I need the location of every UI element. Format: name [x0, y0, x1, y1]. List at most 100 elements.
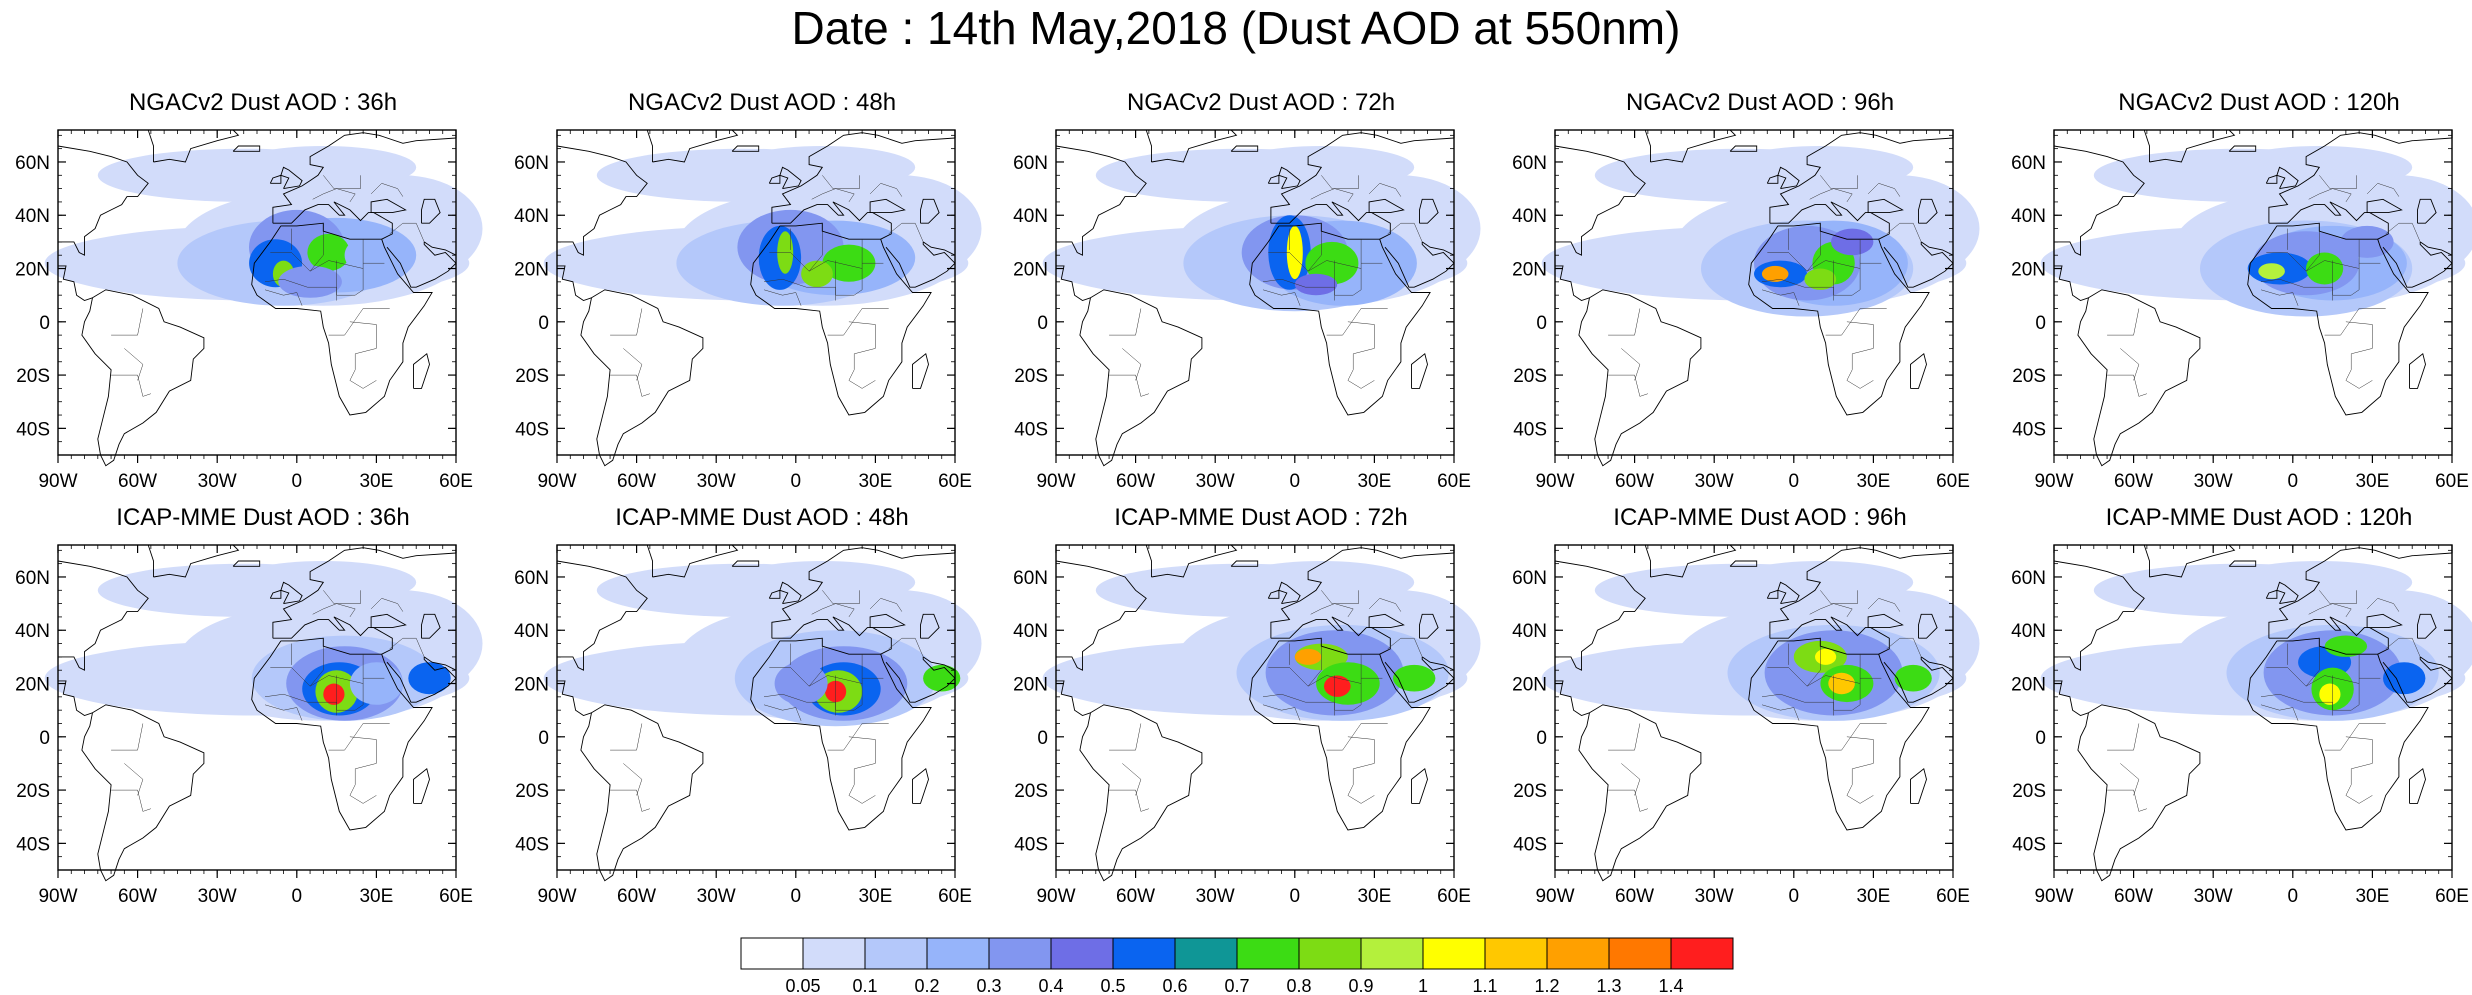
country-border: [808, 231, 823, 272]
coastline: [1883, 656, 1954, 703]
lat-label: 0: [1536, 313, 1547, 334]
aod-contour: [1761, 265, 1789, 282]
country-border: [2260, 289, 2299, 306]
aod-contour: [1305, 241, 1359, 285]
coastline: [423, 241, 457, 256]
lat-label: 40S: [1014, 834, 1048, 855]
country-border: [264, 252, 364, 296]
country-border: [1761, 252, 1861, 296]
lon-label: 30W: [697, 886, 736, 907]
coastline: [2143, 129, 2236, 163]
panel-title: NGACv2 Dust AOD : 96h: [1625, 89, 1895, 116]
map-panel-ngac-48h: NGACv2 Dust AOD : 48h 60N 40N 20N 0 20S 40S 90W…: [499, 88, 989, 492]
country-border: [2260, 667, 2360, 711]
lat-label: 0: [2035, 728, 2046, 749]
panel-title: ICAP-MME Dust AOD : 96h: [1613, 504, 1907, 531]
panel-title: NGACv2 Dust AOD : 120h: [2118, 89, 2400, 116]
country-border: [323, 590, 361, 604]
country-border: [1109, 723, 1142, 751]
lat-label: 20N: [514, 260, 549, 281]
lat-label: 40S: [515, 834, 549, 855]
country-border: [264, 667, 364, 711]
country-border: [1761, 704, 1800, 721]
country-border: [1608, 789, 1648, 812]
dust-field: [1042, 561, 1481, 721]
lat-label: 20S: [2012, 366, 2046, 387]
colorbar-label: 1.1: [1472, 976, 1497, 995]
dust-field: [44, 561, 483, 721]
coastline: [1867, 198, 1904, 214]
lat-label: 60N: [1512, 153, 1547, 174]
coastline: [272, 547, 457, 639]
map-plot: 60N 40N 20N 0 20S 40S 90W 60W 30W 0 30E 60E: [15, 129, 483, 492]
coastline: [1056, 265, 1091, 301]
coastline: [2419, 656, 2453, 671]
colorbar-label: 1.2: [1534, 976, 1559, 995]
coastline: [1278, 581, 1301, 605]
coastline: [2276, 581, 2299, 605]
coastline: [272, 201, 393, 240]
lon-label: 0: [2288, 471, 2299, 492]
country-border: [264, 704, 303, 721]
country-border: [2324, 308, 2386, 336]
coastline: [580, 704, 704, 882]
coastline: [269, 174, 282, 184]
aod-contour: [1815, 648, 1837, 665]
lon-label: 30E: [858, 471, 892, 492]
country-border: [349, 321, 377, 389]
coastline: [1883, 241, 1954, 288]
coastline: [1644, 129, 1737, 163]
lat-label: 40S: [515, 419, 549, 440]
aod-contour: [1294, 273, 1338, 296]
lon-label: 0: [1290, 886, 1301, 907]
coastline: [1267, 174, 1280, 184]
coastline: [2054, 680, 2089, 716]
coastline: [1920, 241, 1954, 256]
country-border: [1109, 374, 1149, 397]
lat-label: 60N: [15, 153, 50, 174]
lat-label: 40N: [1512, 621, 1547, 642]
country-border: [827, 308, 889, 336]
coastline: [269, 589, 282, 599]
coastline: [912, 353, 929, 389]
map-panel-icap-48h: ICAP-MME Dust AOD : 48h 60N 40N 20N 0 20S 40S 9…: [499, 503, 989, 907]
coastline: [2077, 704, 2201, 882]
aod-contour: [2324, 635, 2368, 657]
coastline: [1419, 613, 1439, 639]
country-border: [763, 289, 802, 306]
aod-contour: [1393, 664, 1436, 692]
lon-label: 0: [1290, 471, 1301, 492]
lat-label: 20S: [16, 366, 50, 387]
country-border: [763, 704, 802, 721]
country-border: [1368, 183, 1402, 197]
coastline: [1145, 129, 1238, 163]
aod-contour: [1324, 675, 1351, 697]
country-border: [111, 789, 151, 812]
coastlines: [2053, 129, 2453, 467]
map-plot: 60N 40N 20N 0 20S 40S 90W 60W 30W 0 30E 60E: [2011, 129, 2472, 492]
coastline: [885, 656, 956, 703]
country-border: [1368, 598, 1402, 612]
lat-label: 20N: [1512, 260, 1547, 281]
lon-label: 90W: [1535, 471, 1574, 492]
lat-label: 20N: [1512, 675, 1547, 696]
aod-contour: [307, 233, 350, 272]
colorbar-swatch: [1236, 937, 1300, 970]
map-plot: 60N 40N 20N 0 20S 40S 90W 60W 30W 0 30E 60E: [2011, 544, 2472, 907]
colorbar-label: 0.6: [1162, 976, 1187, 995]
coastline: [1748, 222, 1930, 416]
coastline: [1055, 560, 1147, 671]
lat-label: 0: [1037, 313, 1048, 334]
lon-label: 60E: [2435, 886, 2469, 907]
coastline: [869, 613, 906, 629]
coastline: [1384, 241, 1455, 288]
country-border: [2319, 175, 2357, 189]
country-border: [1886, 637, 1922, 657]
lon-label: 60W: [1116, 471, 1155, 492]
dust-field: [543, 561, 982, 727]
coastline: [771, 547, 956, 639]
country-border: [869, 598, 903, 612]
coastline: [232, 145, 261, 152]
lon-label: 90W: [38, 886, 77, 907]
country-border: [111, 308, 144, 336]
